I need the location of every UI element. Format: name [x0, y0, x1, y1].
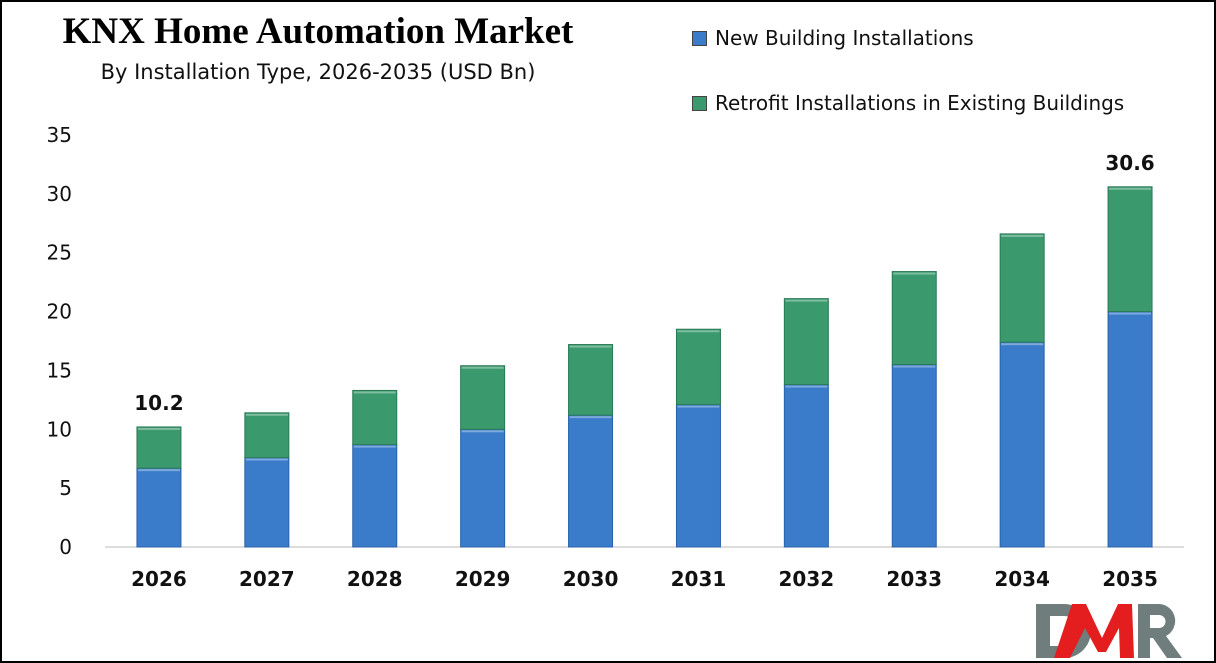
x-tick-label: 2032 [779, 567, 835, 591]
legend-label: New Building Installations [715, 26, 974, 50]
x-tick-label: 2035 [1102, 567, 1158, 591]
bar-segment-new-building [244, 457, 290, 548]
dmr-logo [1036, 604, 1182, 658]
bar-highlight [569, 345, 612, 348]
bar-segment-retrofit [352, 389, 398, 446]
bar-highlight [785, 299, 828, 302]
bar-highlight [137, 469, 180, 472]
data-label: 10.2 [134, 391, 183, 415]
bar-highlight [137, 427, 180, 430]
bar-highlight [569, 416, 612, 419]
legend-swatch [692, 30, 707, 46]
bar-highlight [245, 458, 288, 461]
y-tick-label: 20 [47, 300, 72, 324]
bar-highlight [677, 405, 720, 408]
y-tick-label: 35 [47, 123, 72, 147]
bar-segment-new-building [136, 467, 182, 548]
bar-segment-new-building [352, 444, 398, 548]
bar-segment-retrofit [136, 426, 182, 469]
bar-highlight [353, 391, 396, 394]
bar-highlight [461, 366, 504, 369]
bar-highlight [353, 445, 396, 448]
y-tick-label: 15 [47, 358, 72, 382]
x-tick-label: 2027 [239, 567, 295, 591]
bar-highlight [785, 385, 828, 388]
y-tick-label: 30 [47, 182, 72, 206]
bar-highlight [245, 413, 288, 416]
x-tick-label: 2030 [563, 567, 619, 591]
bar-highlight [1001, 234, 1044, 237]
chart-title: KNX Home Automation Market [62, 11, 574, 52]
y-tick-label: 25 [47, 241, 72, 265]
bar-segment-new-building [999, 341, 1045, 548]
legend-swatch [692, 95, 707, 111]
bar-segment-new-building [783, 384, 829, 548]
legend-item-new-building: New Building Installations [692, 26, 974, 50]
x-tick-label: 2034 [994, 567, 1050, 591]
chart-subtitle: By Installation Type, 2026-2035 (USD Bn) [100, 60, 536, 84]
bar-segment-retrofit [891, 271, 937, 366]
legend-item-retrofit: Retrofit Installations in Existing Build… [692, 91, 1124, 115]
x-tick-label: 2028 [347, 567, 403, 591]
bar-segment-new-building [891, 364, 937, 548]
bar-segment-new-building [460, 428, 506, 548]
y-tick-label: 5 [59, 476, 72, 500]
bar-segment-retrofit [999, 233, 1045, 343]
bar-segment-retrofit [675, 328, 721, 406]
bar-segment-retrofit [568, 344, 614, 416]
y-tick-label: 0 [59, 535, 72, 559]
x-tick-label: 2026 [131, 567, 187, 591]
bar-highlight [677, 330, 720, 333]
y-tick-label: 10 [47, 417, 72, 441]
x-tick-label: 2029 [455, 567, 511, 591]
bar-highlight [893, 272, 936, 275]
bar-highlight [893, 365, 936, 368]
x-tick-label: 2031 [671, 567, 727, 591]
bar-highlight [1001, 343, 1044, 346]
x-tick-label: 2033 [886, 567, 942, 591]
bar-highlight [1109, 312, 1152, 315]
bar-segment-new-building [675, 404, 721, 548]
bar-segment-new-building [1107, 311, 1153, 548]
data-label: 30.6 [1105, 151, 1154, 175]
legend-label: Retrofit Installations in Existing Build… [715, 91, 1125, 115]
bar-highlight [1109, 187, 1152, 190]
bar-segment-retrofit [1107, 186, 1153, 313]
bar-segment-retrofit [460, 365, 506, 430]
bar-highlight [461, 430, 504, 433]
bar-segment-retrofit [244, 412, 290, 459]
bar-segment-new-building [568, 414, 614, 548]
bar-segment-retrofit [783, 298, 829, 386]
